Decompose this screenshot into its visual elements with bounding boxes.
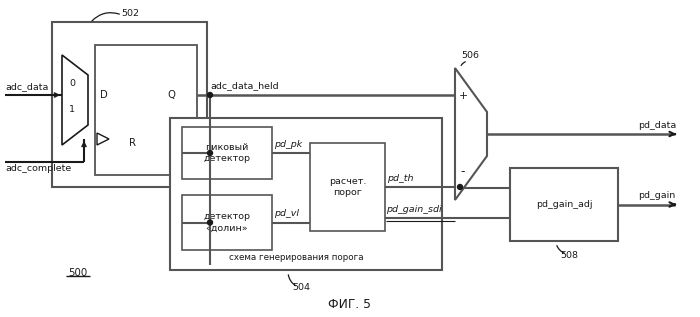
Text: pd_gain_adj: pd_gain_adj <box>536 200 592 209</box>
Circle shape <box>458 184 463 190</box>
Text: 508: 508 <box>560 250 578 260</box>
Text: схема генерирования порога: схема генерирования порога <box>229 253 363 262</box>
Text: расчет.
порог: расчет. порог <box>329 177 366 197</box>
FancyBboxPatch shape <box>170 118 442 270</box>
Text: 0: 0 <box>69 79 75 87</box>
Text: adc_data: adc_data <box>5 82 48 91</box>
Text: adc_complete: adc_complete <box>5 164 71 173</box>
Circle shape <box>207 93 213 98</box>
Circle shape <box>207 220 213 225</box>
Text: детектор
«долин»: детектор «долин» <box>204 212 251 233</box>
FancyBboxPatch shape <box>510 168 618 241</box>
Polygon shape <box>455 68 487 200</box>
Text: 502: 502 <box>121 10 139 18</box>
FancyBboxPatch shape <box>182 195 272 250</box>
Text: 500: 500 <box>69 268 88 278</box>
FancyBboxPatch shape <box>310 143 385 231</box>
Text: пиковый
детектор: пиковый детектор <box>204 143 251 163</box>
FancyBboxPatch shape <box>95 45 197 175</box>
Text: Q: Q <box>167 90 175 100</box>
Text: pd_gain: pd_gain <box>638 191 676 200</box>
Text: pd_gain_sdi: pd_gain_sdi <box>386 205 442 214</box>
Text: pd_pk: pd_pk <box>274 140 302 149</box>
FancyBboxPatch shape <box>182 127 272 179</box>
Text: 1: 1 <box>69 106 75 114</box>
Text: adc_data_held: adc_data_held <box>210 81 279 90</box>
Text: pd_vl: pd_vl <box>274 210 299 218</box>
Text: pd_data: pd_data <box>638 121 676 130</box>
Circle shape <box>207 151 213 156</box>
Text: ФИГ. 5: ФИГ. 5 <box>328 299 372 312</box>
Text: 504: 504 <box>292 283 310 293</box>
Text: -: - <box>461 165 466 178</box>
Text: pd_th: pd_th <box>387 174 414 183</box>
Text: +: + <box>458 91 468 101</box>
Text: R: R <box>129 138 136 148</box>
Text: D: D <box>100 90 108 100</box>
FancyBboxPatch shape <box>52 22 207 187</box>
Text: 506: 506 <box>461 51 479 60</box>
Polygon shape <box>62 55 88 145</box>
